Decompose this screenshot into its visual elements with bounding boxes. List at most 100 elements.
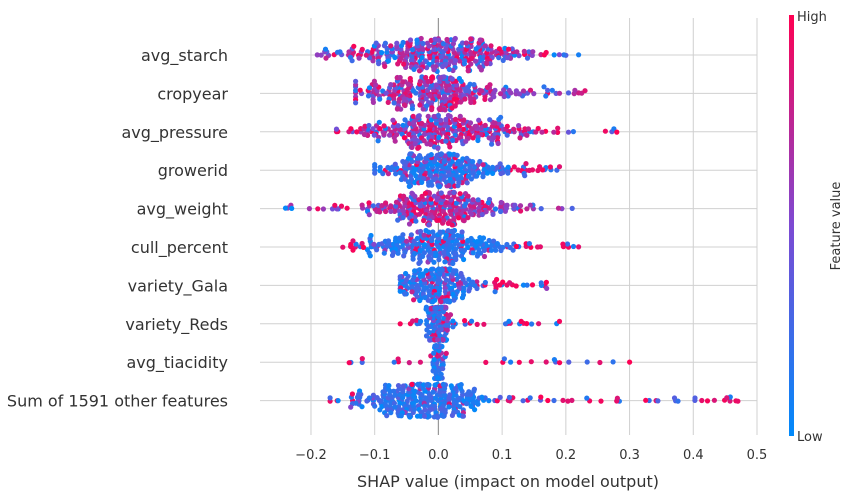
shap-point [515, 167, 521, 173]
grid-lines [260, 18, 758, 435]
shap-point [385, 171, 391, 177]
shap-point [413, 173, 419, 179]
shap-point [394, 106, 400, 112]
shap-point [451, 189, 457, 195]
shap-point [422, 413, 428, 419]
shap-point [395, 123, 401, 129]
shap-point [423, 227, 429, 234]
shap-point [551, 397, 557, 404]
shap-point [431, 350, 437, 356]
shap-point [465, 67, 471, 73]
shap-point [431, 259, 437, 265]
shap-point [406, 360, 412, 366]
shap-point [366, 122, 372, 129]
shap-point [455, 232, 461, 239]
x-tick-label: 0.1 [492, 448, 513, 463]
shap-point [451, 297, 457, 303]
shap-point [385, 238, 392, 244]
shap-point [370, 392, 376, 398]
shap-point [517, 203, 524, 209]
shap-point [460, 126, 466, 132]
shap-point [477, 158, 483, 165]
shap-point [403, 238, 410, 244]
shap-point [371, 132, 377, 138]
shap-point [555, 125, 561, 131]
shap-point [472, 123, 478, 129]
shap-point [495, 140, 501, 147]
shap-point [525, 126, 532, 132]
shap-point [453, 256, 459, 263]
shap-point [418, 318, 424, 324]
shap-point [711, 397, 718, 403]
shap-point [353, 100, 359, 106]
shap-point [655, 398, 661, 404]
shap-point [414, 413, 421, 419]
shap-point [420, 253, 426, 259]
shap-point [419, 55, 425, 61]
shap-point [306, 206, 312, 212]
shap-point [504, 241, 510, 248]
shap-point [395, 217, 401, 223]
shap-point [468, 36, 474, 42]
x-tick-label: −0.1 [359, 448, 391, 463]
shap-point [433, 343, 440, 349]
shap-point [483, 209, 489, 215]
shap-point [428, 152, 434, 158]
shap-point [429, 182, 435, 188]
shap-point [520, 282, 527, 288]
shap-point [545, 87, 551, 93]
colorbar-high-label: High [797, 10, 827, 25]
shap-point [381, 123, 387, 129]
shap-point [395, 383, 402, 389]
shap-point [461, 285, 467, 291]
shap-point [437, 229, 443, 235]
shap-point [544, 285, 550, 291]
shap-point [549, 87, 555, 93]
shap-point [400, 158, 406, 165]
shap-point [524, 282, 530, 288]
shap-point [348, 404, 354, 410]
shap-point [400, 383, 406, 389]
shap-point [282, 205, 289, 211]
shap-point [435, 337, 441, 343]
shap-point [353, 241, 359, 247]
shap-point [556, 318, 563, 324]
shap-point [391, 400, 397, 406]
shap-point [436, 37, 442, 43]
shap-point [560, 397, 566, 403]
shap-point [375, 138, 381, 144]
shap-point [442, 392, 448, 398]
shap-point [561, 52, 567, 58]
shap-point [402, 117, 408, 123]
shap-point [474, 279, 480, 285]
shap-point [405, 155, 412, 162]
shap-point [421, 232, 427, 238]
shap-point [414, 235, 420, 241]
shap-point [448, 383, 454, 389]
shap-point [414, 294, 420, 300]
shap-point [348, 126, 354, 132]
shap-point [414, 317, 420, 323]
shap-point [539, 129, 545, 135]
shap-point [416, 211, 423, 217]
shap-point [371, 78, 377, 84]
shap-point [417, 102, 423, 108]
shap-point [429, 266, 435, 272]
shap-point [543, 93, 549, 99]
shap-point [359, 404, 365, 410]
shap-point [488, 43, 494, 49]
shap-point [505, 170, 511, 176]
shap-point [393, 203, 399, 209]
shap-point [346, 49, 352, 55]
shap-point [447, 190, 453, 196]
shap-point [408, 57, 414, 64]
shap-point [385, 58, 391, 64]
shap-point [735, 398, 741, 404]
shap-point [452, 57, 458, 64]
shap-point [497, 394, 503, 400]
shap-point [474, 321, 480, 327]
shap-point [477, 37, 483, 43]
shap-point [699, 397, 705, 404]
shap-point [510, 247, 516, 253]
